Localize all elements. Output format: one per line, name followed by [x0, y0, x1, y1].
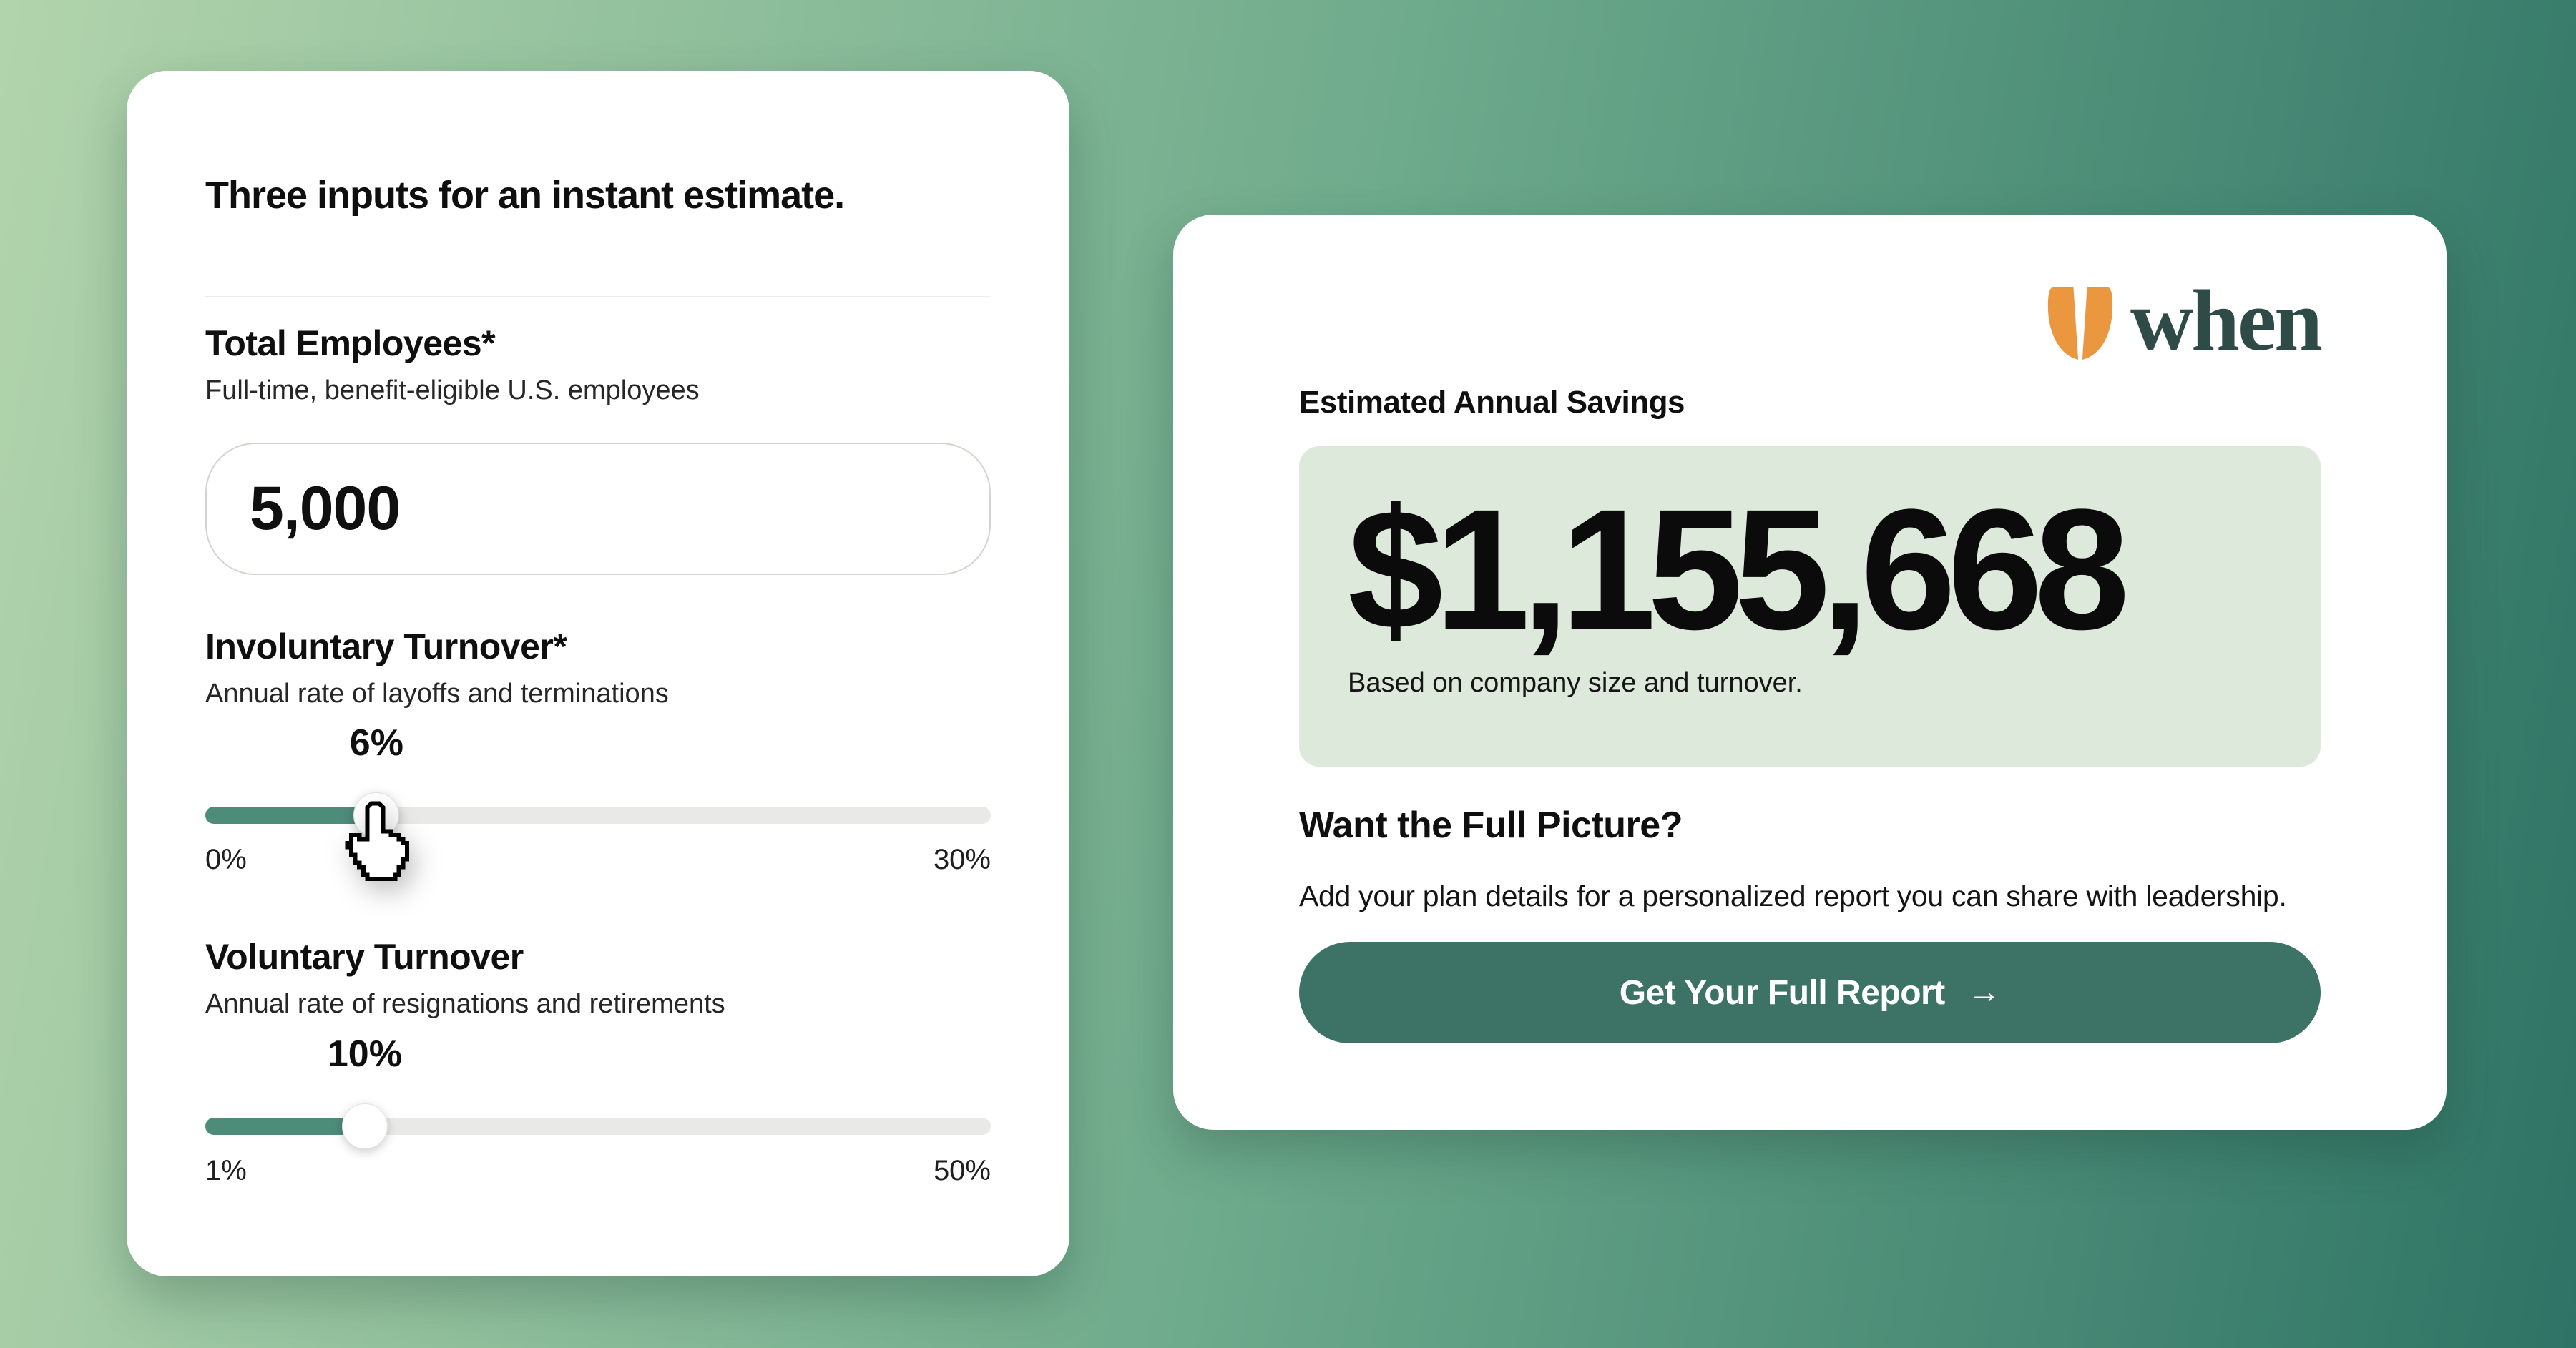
voluntary-turnover-slider: 10% 1% 50%: [205, 1021, 991, 1186]
involuntary-min-label: 0%: [205, 844, 247, 876]
voluntary-slider-range: 1% 50%: [205, 1155, 991, 1186]
calculator-title: Three inputs for an instant estimate.: [205, 174, 845, 217]
involuntary-value-label: 6%: [349, 722, 403, 764]
results-card: when Estimated Annual Savings $1,155,668…: [1173, 215, 2447, 1130]
savings-note: Based on company size and turnover.: [1348, 668, 1803, 698]
cta-description: Add your plan details for a personalized…: [1299, 880, 2287, 912]
voluntary-turnover-description: Annual rate of resignations and retireme…: [205, 988, 725, 1019]
voluntary-slider-thumb[interactable]: [341, 1103, 388, 1149]
involuntary-slider-track[interactable]: [205, 792, 991, 882]
involuntary-slider-fill: [205, 807, 377, 825]
involuntary-turnover-description: Annual rate of layoffs and terminations: [205, 678, 669, 709]
savings-amount: $1,155,668: [1348, 473, 2130, 665]
cta-heading: Want the Full Picture?: [1299, 805, 1683, 846]
savings-label: Estimated Annual Savings: [1299, 385, 1685, 420]
voluntary-max-label: 50%: [933, 1154, 991, 1186]
total-employees-description: Full-time, benefit-eligible U.S. employe…: [205, 375, 700, 405]
brand-logo: when: [1299, 272, 2323, 369]
arrow-right-icon: →: [1967, 973, 2001, 1010]
brand-wordmark: when: [2130, 272, 2323, 369]
brand-mark-icon: [2047, 287, 2113, 360]
total-employees-label: Total Employees*: [205, 323, 496, 364]
total-employees-input[interactable]: [205, 443, 991, 576]
divider: [205, 296, 991, 298]
calculator-card: Three inputs for an instant estimate. To…: [127, 71, 1069, 1276]
voluntary-slider-fill: [205, 1117, 365, 1135]
involuntary-slider-range: 0% 30%: [205, 844, 991, 875]
voluntary-min-label: 1%: [205, 1154, 247, 1186]
involuntary-turnover-label: Involuntary Turnover*: [205, 626, 567, 667]
savings-box: $1,155,668 Based on company size and tur…: [1299, 446, 2321, 767]
hand-cursor-icon: [345, 801, 410, 882]
involuntary-turnover-slider: 6% 0% 30%: [205, 710, 991, 882]
voluntary-turnover-label: Voluntary Turnover: [205, 937, 524, 978]
get-full-report-label: Get Your Full Report: [1619, 973, 1945, 1012]
get-full-report-button[interactable]: Get Your Full Report →: [1299, 942, 2321, 1043]
voluntary-value-label: 10%: [327, 1033, 402, 1075]
involuntary-max-label: 30%: [933, 844, 991, 876]
voluntary-slider-track[interactable]: [205, 1103, 991, 1149]
